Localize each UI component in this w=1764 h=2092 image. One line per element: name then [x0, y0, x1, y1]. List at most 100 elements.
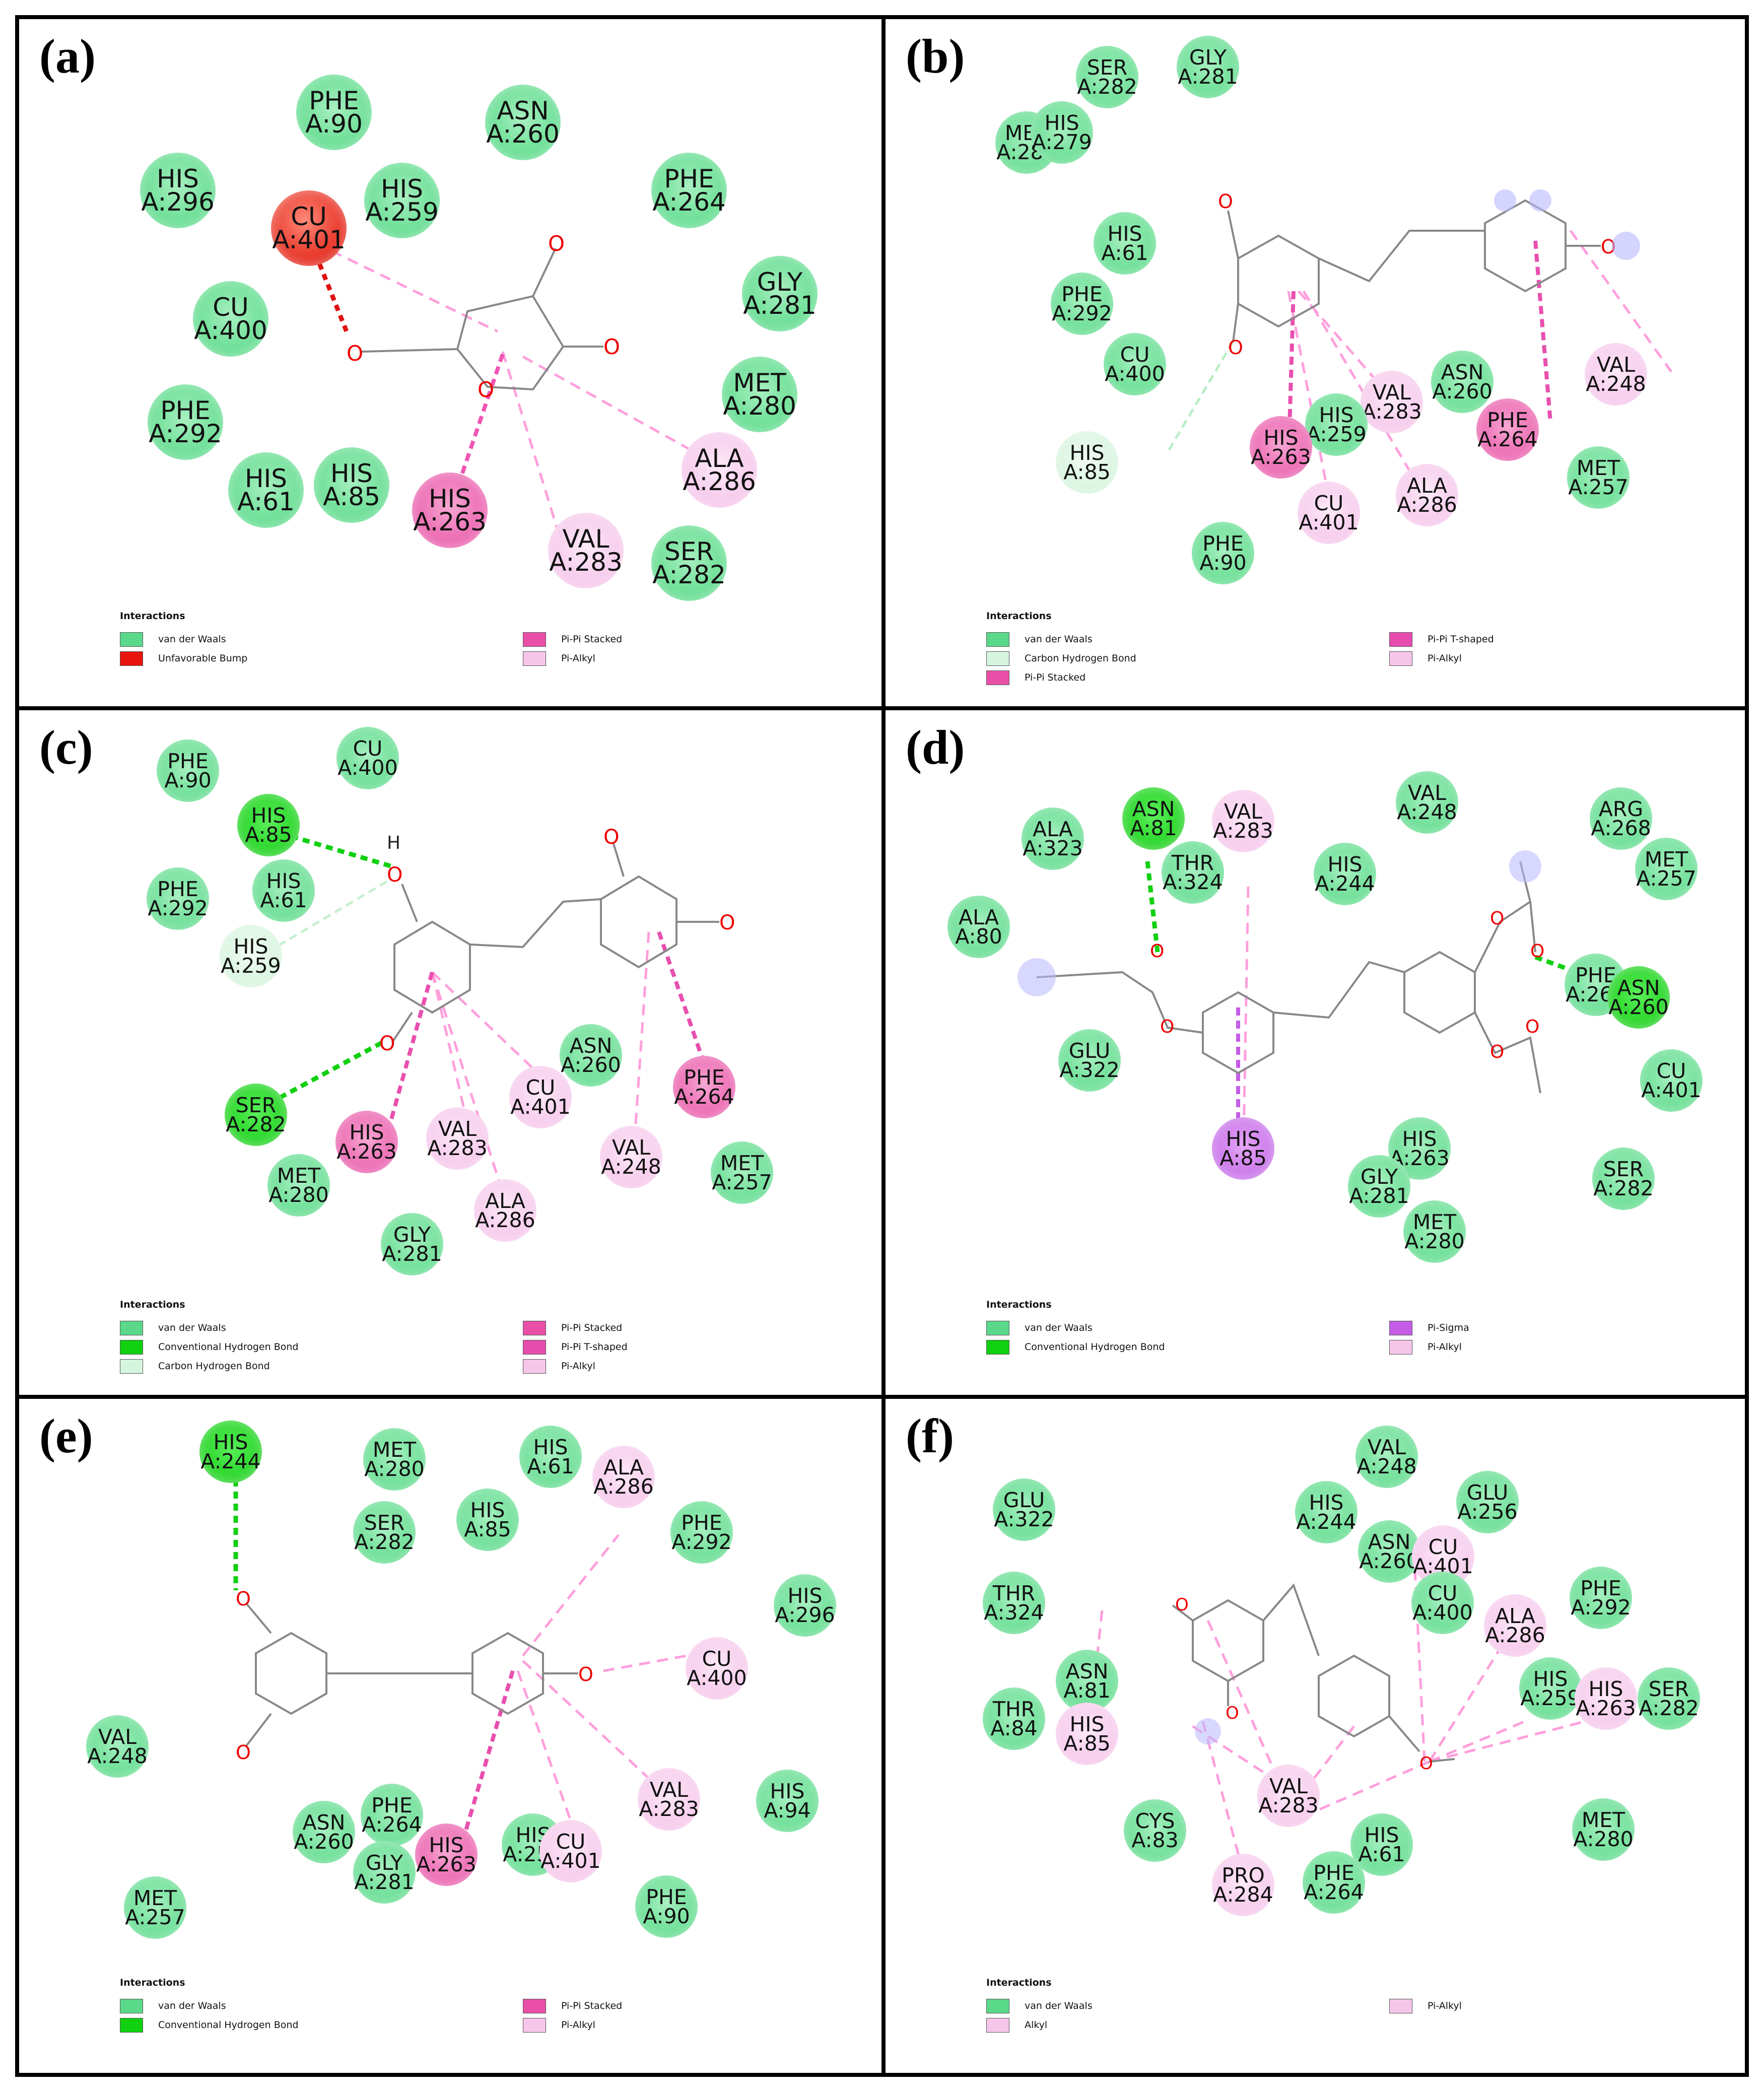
residue-his-a279: HIS A:279 [1031, 101, 1093, 164]
legend-swatch [120, 1320, 143, 1335]
residue-ser-a282: SER A:282 [1076, 46, 1138, 108]
residue-his-a244: HIS A:244 [1295, 1481, 1358, 1543]
residue-asn-a260: ASN A:260 [1358, 1520, 1420, 1583]
legend-title: Interactions [986, 611, 1052, 622]
svg-text:O: O [347, 341, 363, 366]
residue-name: VAL [1367, 1435, 1406, 1459]
residue-name: PHE [309, 86, 359, 115]
residue-val-a283: VAL A:283 [638, 1768, 700, 1831]
residue-name: HIS [1319, 403, 1354, 427]
legend-label: Pi-Alkyl [561, 653, 595, 664]
legend-label: Conventional Hydrogen Bond [1025, 1341, 1165, 1353]
residue-name: ASN [1617, 976, 1660, 1000]
residue-id: A:281 [354, 1870, 415, 1894]
panel-d: (d) O O O O O O Interactions van der Waals Con… [881, 706, 1749, 1399]
residue-id: A:259 [221, 954, 281, 978]
residue-cu-a400: CU A:400 [1411, 1572, 1474, 1634]
residue-id: A:283 [549, 548, 623, 577]
legend-swatch [986, 632, 1009, 647]
residue-ala-a286: ALA A:286 [1484, 1594, 1546, 1657]
residue-name: HIS [1402, 1127, 1437, 1151]
legend-label: Pi-Pi T-shaped [561, 1341, 628, 1353]
residue-id: A:280 [723, 391, 796, 421]
residue-met-a280: MET A:280 [1403, 1200, 1466, 1263]
residue-cu-a401: CU A:401 [539, 1820, 602, 1882]
legend-title: Interactions [986, 1977, 1052, 1988]
residue-name: VAL [649, 1778, 689, 1802]
residue-ala-a286: ALA A:286 [474, 1179, 536, 1242]
residue-id: A:244 [1296, 1510, 1356, 1534]
residue-his-a259: HIS A:259 [1305, 393, 1368, 456]
residue-id: A:292 [1571, 1595, 1631, 1619]
residue-id: A:280 [268, 1183, 329, 1207]
residue-name: PRO [1222, 1863, 1265, 1887]
residue-his-a259: HIS A:259 [220, 925, 282, 987]
panel-a: (a) O O O O Interactions van der Waals Unfav… [15, 15, 886, 710]
residue-id: A:296 [775, 1603, 835, 1627]
legend-label: van der Waals [1025, 2000, 1093, 2011]
svg-text:O: O [1419, 1753, 1433, 1774]
legend-item-alk: Alkyl [986, 2016, 1047, 2034]
residue-asn-a260: ASN A:260 [293, 1801, 355, 1863]
residue-name: HIS [533, 1435, 568, 1459]
legend-swatch [523, 1320, 546, 1335]
svg-text:O: O [1150, 941, 1164, 962]
residue-met-a257: MET A:257 [124, 1876, 186, 1939]
residue-name: MET [372, 1438, 417, 1462]
residue-ala-a323: ALA A:323 [1022, 807, 1084, 870]
legend-swatch [986, 1339, 1009, 1355]
residue-name: CU [556, 1830, 586, 1854]
residue-ser-a282: SER A:282 [1638, 1667, 1700, 1730]
residue-name: MET [720, 1151, 764, 1175]
legend-swatch [1389, 1339, 1412, 1355]
residue-id: A:90 [164, 768, 212, 792]
legend-item-pps: Pi-Pi Stacked [523, 1319, 622, 1336]
svg-text:O: O [1218, 190, 1233, 213]
ligand-structure: O O O O H [249, 826, 735, 1225]
legend-item-chb: Carbon Hydrogen Bond [120, 1358, 270, 1375]
residue-id: A:85 [323, 482, 380, 511]
residue-phe-a90: PHE A:90 [1192, 522, 1254, 584]
residue-asn-a260: ASN A:260 [485, 85, 561, 160]
legend-swatch [986, 2017, 1009, 2033]
residue-name: GLY [1360, 1165, 1398, 1189]
residue-id: A:244 [1315, 871, 1375, 896]
residue-his-a244: HIS A:244 [199, 1421, 262, 1483]
residue-name: ALA [1033, 817, 1073, 841]
residue-name: HIS [1263, 426, 1299, 450]
legend-label: Pi-Alkyl [1428, 2000, 1462, 2011]
residue-id: A:400 [337, 756, 398, 780]
residue-name: CU [1428, 1581, 1458, 1605]
residue-name: CU [1428, 1535, 1458, 1559]
legend-title: Interactions [120, 1977, 185, 1988]
residue-id: A:263 [336, 1139, 397, 1164]
residue-id: A:257 [125, 1905, 185, 1929]
residue-his-a259: HIS A:259 [1519, 1657, 1582, 1720]
residue-id: A:264 [362, 1812, 422, 1837]
residue-cu-a400: CU A:400 [1104, 333, 1166, 395]
panel-label: (c) [39, 720, 93, 774]
residue-id: A:259 [1520, 1686, 1581, 1710]
residue-name: SER [1603, 1157, 1644, 1181]
residue-thr-a324: THR A:324 [1162, 841, 1224, 904]
residue-name: MET [277, 1164, 321, 1188]
residue-his-a61: HIS A:61 [1350, 1813, 1413, 1876]
panel-label: (a) [39, 29, 96, 83]
residue-id: A:296 [141, 187, 215, 217]
legend-label: Conventional Hydrogen Bond [158, 1341, 299, 1353]
legend-swatch [986, 651, 1009, 666]
residue-name: ASN [569, 1034, 613, 1058]
svg-text:O: O [578, 1663, 593, 1685]
residue-name: MET [1644, 847, 1688, 871]
residue-his-a94: HIS A:94 [756, 1770, 819, 1832]
residue-id: A:260 [1608, 995, 1669, 1019]
residue-id: A:283 [1362, 399, 1422, 424]
legend-label: van der Waals [158, 634, 226, 645]
panel-label: (d) [906, 720, 965, 774]
residue-name: THR [1171, 851, 1214, 875]
residue-name: GLU [1003, 1488, 1045, 1512]
residue-gly-a281: GLY A:281 [1177, 36, 1239, 98]
residue-his-a85: HIS A:85 [456, 1489, 519, 1551]
svg-text:H: H [387, 833, 400, 853]
svg-text:O: O [379, 1032, 395, 1055]
